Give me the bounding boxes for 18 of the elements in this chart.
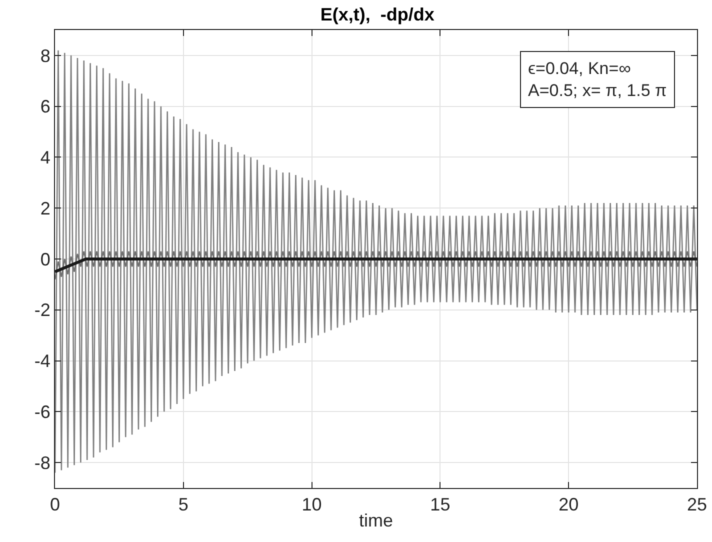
x-tick-label: 5: [178, 494, 188, 515]
x-axis-title: time: [358, 510, 394, 531]
y-tick-label: 6: [40, 96, 50, 117]
x-tick-label: 25: [686, 494, 708, 515]
y-tick-label: 8: [40, 46, 50, 66]
chart-title: E(x,t), -dp/dx: [320, 4, 434, 25]
x-tick-label: 15: [430, 494, 450, 515]
y-tick-label: -6: [34, 402, 50, 422]
y-tick-label: 4: [40, 148, 50, 168]
x-tick-label: 20: [558, 494, 579, 515]
annotation: A=0.5; x= π, 1.5 π: [528, 81, 667, 100]
y-tick-label: -8: [34, 452, 50, 473]
y-tick-label: -4: [34, 351, 50, 372]
y-tick-label: 2: [40, 198, 50, 218]
y-tick-label: -2: [34, 300, 50, 320]
annotation: ϵ=0.04, Kn=∞: [528, 59, 631, 78]
y-tick-label: 0: [40, 249, 50, 270]
x-tick-label: 10: [302, 494, 322, 515]
